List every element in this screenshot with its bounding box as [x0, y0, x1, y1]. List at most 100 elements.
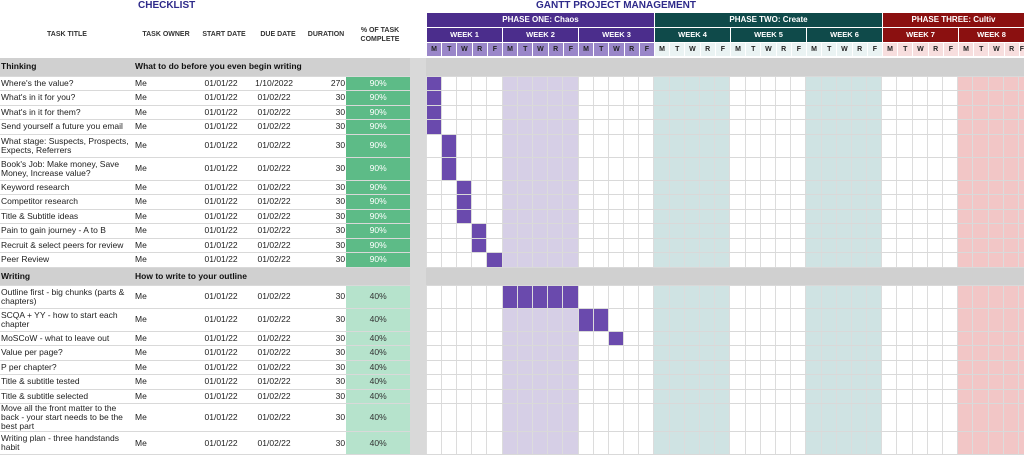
- gantt-cell[interactable]: [1002, 331, 1019, 346]
- gantt-cell[interactable]: [1003, 58, 1019, 77]
- gantt-cell[interactable]: [699, 134, 715, 158]
- gantt-bar-cell[interactable]: [471, 238, 487, 253]
- gantt-cell[interactable]: [896, 431, 913, 455]
- gantt-cell[interactable]: [532, 267, 548, 286]
- duration-cell[interactable]: 30: [300, 360, 347, 375]
- gantt-cell[interactable]: [851, 267, 867, 286]
- gantt-cell[interactable]: [805, 238, 822, 253]
- gantt-cell[interactable]: [926, 389, 943, 404]
- gantt-cell[interactable]: [547, 180, 563, 195]
- gantt-cell[interactable]: [744, 209, 761, 224]
- gantt-cell[interactable]: [531, 308, 548, 332]
- gantt-cell[interactable]: [683, 76, 700, 91]
- pct-complete-cell[interactable]: 90%: [346, 105, 411, 120]
- gantt-cell[interactable]: [866, 134, 882, 158]
- gantt-cell[interactable]: [957, 58, 973, 77]
- task-owner-cell[interactable]: Me: [134, 209, 195, 224]
- gantt-cell[interactable]: [972, 238, 989, 253]
- gantt-cell[interactable]: [531, 331, 548, 346]
- gantt-cell[interactable]: [1017, 403, 1024, 432]
- gantt-cell[interactable]: [607, 90, 624, 106]
- gantt-cell[interactable]: [638, 180, 654, 195]
- gantt-cell[interactable]: [820, 308, 837, 332]
- due-date-cell[interactable]: 01/02/22: [248, 90, 301, 106]
- gantt-cell[interactable]: [729, 360, 746, 375]
- gantt-cell[interactable]: [638, 209, 654, 224]
- gantt-cell[interactable]: [668, 105, 685, 120]
- gantt-cell[interactable]: [850, 389, 867, 404]
- gantt-cell[interactable]: [835, 374, 852, 390]
- task-title-cell[interactable]: Move all the front matter to the back - …: [0, 403, 135, 432]
- gantt-cell[interactable]: [486, 267, 503, 286]
- gantt-cell[interactable]: [850, 119, 867, 135]
- gantt-cell[interactable]: [866, 374, 882, 390]
- gantt-cell[interactable]: [607, 308, 624, 332]
- gantt-cell[interactable]: [911, 157, 928, 181]
- gantt-cell[interactable]: [972, 105, 989, 120]
- gantt-cell[interactable]: [775, 58, 791, 77]
- gantt-cell[interactable]: [425, 238, 442, 253]
- gantt-cell[interactable]: [866, 76, 882, 91]
- gantt-cell[interactable]: [790, 345, 806, 361]
- gantt-cell[interactable]: [896, 331, 913, 346]
- gantt-cell[interactable]: [668, 223, 685, 239]
- gantt-cell[interactable]: [866, 252, 882, 268]
- gantt-cell[interactable]: [638, 76, 654, 91]
- task-row[interactable]: P per chapter? Me 01/01/22 01/02/22 30 40%: [0, 360, 1024, 375]
- duration-cell[interactable]: 30: [300, 308, 347, 332]
- task-row[interactable]: Where's the value? Me 01/01/22 1/10/2022 270…: [0, 76, 1024, 91]
- gantt-cell[interactable]: [547, 76, 563, 91]
- gantt-cell[interactable]: [942, 223, 958, 239]
- gantt-cell[interactable]: [683, 308, 700, 332]
- duration-cell[interactable]: 30: [300, 238, 347, 253]
- gantt-cell[interactable]: [957, 252, 973, 268]
- gantt-cell[interactable]: [501, 76, 518, 91]
- gantt-cell[interactable]: [531, 223, 548, 239]
- gantt-cell[interactable]: [714, 252, 730, 268]
- start-date-cell[interactable]: 01/01/22: [194, 252, 249, 268]
- gantt-cell[interactable]: [942, 134, 958, 158]
- gantt-cell[interactable]: [972, 267, 989, 286]
- gantt-cell[interactable]: [790, 157, 806, 181]
- gantt-cell[interactable]: [972, 252, 989, 268]
- gantt-cell[interactable]: [699, 180, 715, 195]
- gantt-cell[interactable]: [683, 403, 700, 432]
- gantt-cell[interactable]: [577, 223, 594, 239]
- gantt-cell[interactable]: [744, 134, 761, 158]
- gantt-cell[interactable]: [623, 431, 639, 455]
- gantt-cell[interactable]: [668, 389, 685, 404]
- gantt-cell[interactable]: [972, 431, 989, 455]
- gantt-cell[interactable]: [683, 194, 700, 210]
- gantt-cell[interactable]: [729, 374, 746, 390]
- gantt-cell[interactable]: [501, 360, 518, 375]
- gantt-cell[interactable]: [911, 331, 928, 346]
- gantt-cell[interactable]: [850, 76, 867, 91]
- gantt-cell[interactable]: [440, 252, 457, 268]
- gantt-cell[interactable]: [471, 431, 487, 455]
- gantt-cell[interactable]: [942, 58, 958, 77]
- start-date-cell[interactable]: 01/01/22: [194, 119, 249, 135]
- gantt-cell[interactable]: [774, 431, 791, 455]
- gantt-cell[interactable]: [668, 209, 685, 224]
- gantt-cell[interactable]: [759, 223, 776, 239]
- task-title-cell[interactable]: Keyword research: [0, 180, 135, 195]
- pct-complete-header[interactable]: % OF TASK COMPLETE: [360, 27, 400, 43]
- gantt-cell[interactable]: [668, 308, 685, 332]
- gantt-cell[interactable]: [805, 374, 822, 390]
- gantt-cell[interactable]: [896, 194, 913, 210]
- gantt-cell[interactable]: [456, 252, 472, 268]
- week-header-2[interactable]: WEEK 2: [503, 28, 578, 42]
- gantt-cell[interactable]: [578, 58, 594, 77]
- gantt-cell[interactable]: [562, 267, 579, 286]
- task-title-cell[interactable]: Writing plan - three handstands habit: [0, 431, 135, 455]
- gantt-cell[interactable]: [653, 389, 670, 404]
- gantt-cell[interactable]: [790, 308, 806, 332]
- gantt-cell[interactable]: [820, 403, 837, 432]
- gantt-cell[interactable]: [987, 431, 1004, 455]
- gantt-cell[interactable]: [623, 194, 639, 210]
- gantt-cell[interactable]: [425, 308, 442, 332]
- gantt-cell[interactable]: [440, 223, 457, 239]
- gantt-cell[interactable]: [471, 374, 487, 390]
- gantt-cell[interactable]: [486, 374, 503, 390]
- gantt-bar-cell[interactable]: [425, 105, 442, 120]
